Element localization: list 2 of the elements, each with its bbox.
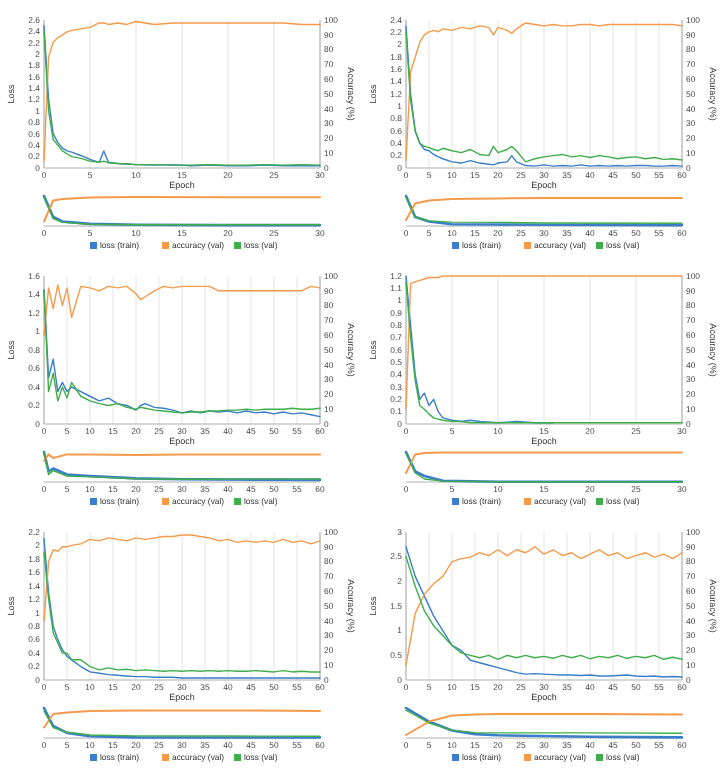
line-series — [43, 284, 321, 336]
line-series — [43, 534, 321, 622]
